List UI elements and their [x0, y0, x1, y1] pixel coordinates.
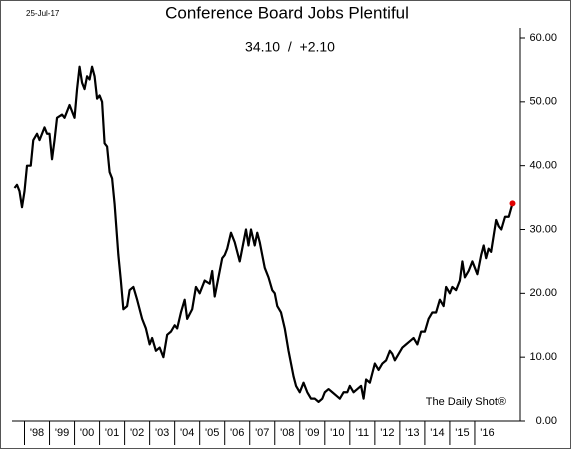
y-tick-label: 20.00 — [529, 287, 557, 299]
x-tick-label: '09 — [305, 427, 319, 439]
x-tick-label: '00 — [80, 427, 94, 439]
y-tick-label: 10.00 — [529, 351, 557, 363]
x-tick-label: '07 — [255, 427, 269, 439]
y-tick-label: 50.00 — [529, 96, 557, 108]
x-tick-label: '15 — [455, 427, 469, 439]
chart-subtitle: 34.10 / +2.10 — [245, 39, 335, 55]
y-tick-label: 40.00 — [529, 160, 557, 172]
x-tick-label: '12 — [380, 427, 394, 439]
date-label: 25-Jul-17 — [26, 9, 60, 18]
x-tick-label: '04 — [180, 427, 194, 439]
x-tick-label: '10 — [330, 427, 344, 439]
chart-title: Conference Board Jobs Plentiful — [165, 3, 409, 22]
x-tick-label: '13 — [405, 427, 419, 439]
x-tick-label: '98 — [30, 427, 44, 439]
x-tick-label: '03 — [155, 427, 169, 439]
x-tick-label: '11 — [356, 427, 370, 439]
line — [13, 65, 514, 403]
x-tick-label: '02 — [130, 427, 144, 439]
x-tick-label: '14 — [430, 427, 444, 439]
x-tick-label: '05 — [205, 427, 219, 439]
x-tick-label: '08 — [280, 427, 294, 439]
y-tick-label: 60.00 — [529, 32, 557, 44]
x-tick-label: '99 — [55, 427, 69, 439]
x-tick-label: '01 — [105, 427, 119, 439]
last-point — [509, 200, 516, 207]
x-tick-label: '06 — [230, 427, 244, 439]
y-tick-label: 0.00 — [536, 415, 557, 427]
watermark: The Daily Shot® — [426, 396, 506, 408]
x-tick-label: '16 — [480, 427, 494, 439]
y-tick-label: 30.00 — [529, 223, 557, 235]
